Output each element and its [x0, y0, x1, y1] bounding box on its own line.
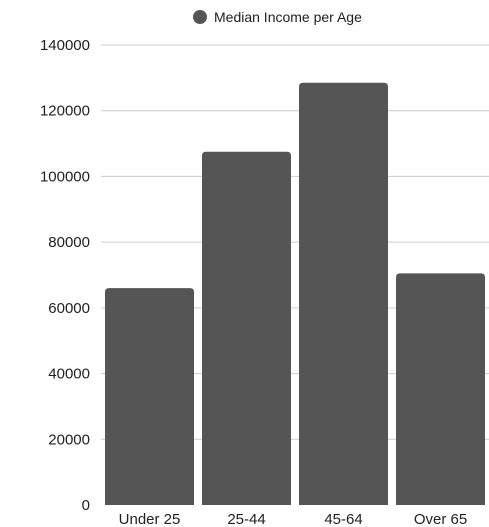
bar [299, 82, 388, 506]
y-tick-label: 100000 [40, 168, 90, 185]
x-tick-label: 25-44 [227, 511, 265, 527]
y-tick-label: 0 [82, 497, 90, 514]
y-tick-label: 20000 [48, 431, 90, 448]
bar [396, 273, 485, 505]
y-tick-label: 120000 [40, 103, 90, 120]
legend-marker [193, 10, 207, 24]
y-tick-label: 140000 [40, 37, 90, 54]
y-axis-ticks: 0 20000 40000 60000 80000 100000 120000 140000 [40, 37, 90, 514]
y-tick-label: 40000 [48, 366, 90, 383]
legend-label: Median Income per Age [214, 9, 362, 25]
bars [105, 82, 485, 506]
bar [105, 288, 194, 505]
legend: Median Income per Age [193, 9, 362, 25]
y-tick-label: 60000 [48, 300, 90, 317]
y-tick-label: 80000 [48, 234, 90, 251]
x-tick-label: Under 25 [119, 511, 181, 527]
x-axis-ticks: Under 25 25-44 45-64 Over 65 [119, 511, 468, 527]
x-tick-label: 45-64 [324, 511, 362, 527]
bar [202, 151, 291, 506]
x-tick-label: Over 65 [414, 511, 467, 527]
